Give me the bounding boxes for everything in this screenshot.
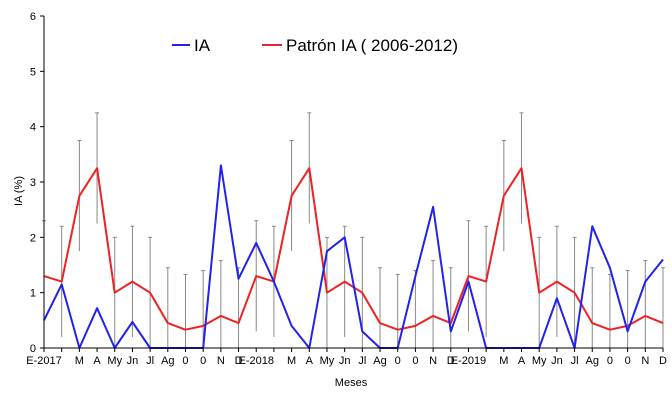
x-tick-label: My [320, 355, 335, 367]
x-tick-label: E-2017 [26, 355, 61, 367]
x-tick-label: Ag [161, 355, 174, 367]
legend-label-ia: IA [194, 36, 211, 55]
x-tick-label: M [499, 355, 508, 367]
x-axis-title: Meses [335, 377, 368, 389]
x-tick-label: Ag [586, 355, 599, 367]
axes [43, 16, 663, 349]
y-tick-label: 0 [30, 343, 36, 355]
y-tick-label: 3 [30, 177, 36, 189]
error-bars [42, 112, 665, 348]
x-tick-label: A [93, 355, 101, 367]
x-tick-label: A [306, 355, 314, 367]
x-tick-label: 0 [182, 355, 188, 367]
y-tick-label: 2 [30, 232, 36, 244]
x-tick-label: E-2019 [451, 355, 486, 367]
legend-label-patron-ia: Patrón IA ( 2006-2012) [286, 36, 458, 55]
x-tick-label: N [217, 355, 225, 367]
x-tick-label: D [235, 355, 243, 367]
x-tick-label: Ag [373, 355, 386, 367]
y-tick-label: 1 [30, 288, 36, 300]
y-axis-ticks: 0 1 2 3 4 5 6 [30, 11, 44, 355]
x-tick-label: 0 [395, 355, 401, 367]
x-tick-label: A [518, 355, 526, 367]
series-lines [43, 164, 664, 349]
x-tick-label: N [641, 355, 649, 367]
y-tick-label: 4 [30, 122, 36, 134]
x-tick-label: 0 [607, 355, 613, 367]
y-tick-label: 5 [30, 66, 36, 78]
y-tick-label: 6 [30, 11, 36, 23]
x-tick-label: M [75, 355, 84, 367]
series-line-patron-ia [43, 167, 664, 331]
x-tick-label: N [429, 355, 437, 367]
x-tick-label: D [659, 355, 667, 367]
x-tick-label: Jl [358, 355, 366, 367]
x-tick-label: D [447, 355, 455, 367]
x-tick-label: 0 [200, 355, 206, 367]
x-tick-label: 0 [412, 355, 418, 367]
y-axis-title: IA (%) [13, 176, 25, 206]
series-line-ia [43, 164, 664, 349]
x-tick-label: Jn [127, 355, 139, 367]
x-tick-label: Jn [339, 355, 351, 367]
x-tick-label: My [107, 355, 122, 367]
x-tick-label: Jl [146, 355, 154, 367]
x-tick-label: M [287, 355, 296, 367]
x-axis-ticks: E-2017 M A My Jn Jl Ag 0 0 N DE-2018 M A My Jn Jl Ag 0 0 N D… [26, 348, 667, 367]
x-tick-label: Jn [551, 355, 563, 367]
x-tick-label: My [532, 355, 547, 367]
legend: IA Patrón IA ( 2006-2012) [172, 36, 458, 55]
x-tick-label: E-2018 [238, 355, 273, 367]
x-tick-label: 0 [625, 355, 631, 367]
x-tick-label: Jl [571, 355, 579, 367]
